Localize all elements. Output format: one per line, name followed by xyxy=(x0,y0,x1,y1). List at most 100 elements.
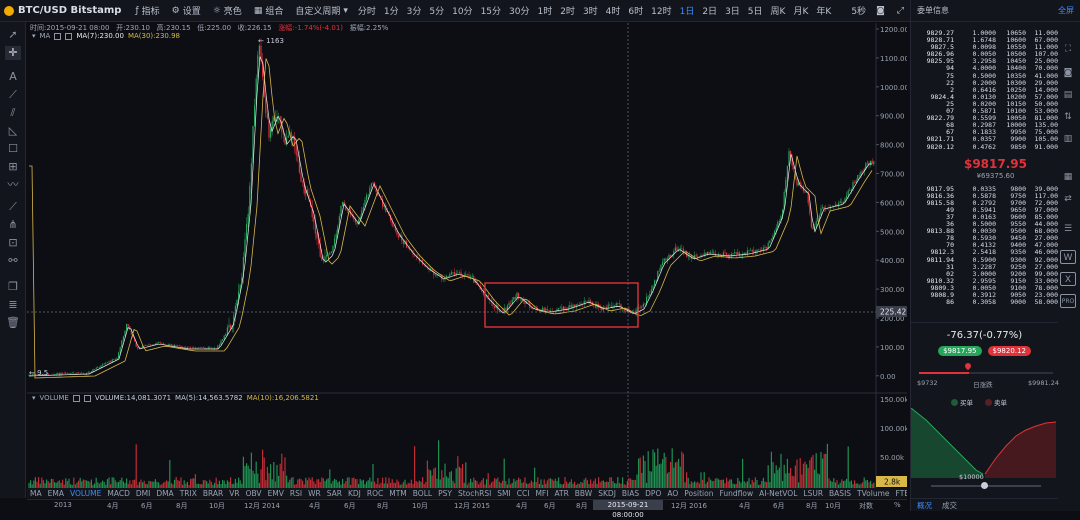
text-tool-icon[interactable]: A xyxy=(9,70,17,83)
chart-type-icon[interactable]: ▤ xyxy=(1063,90,1073,100)
indicator-tab[interactable]: MTM xyxy=(389,488,407,498)
fibonacci-icon[interactable]: ⊞ xyxy=(8,160,18,173)
orderbook-row[interactable]: 9812.3 2.5418 9350 46.000 xyxy=(914,249,1080,256)
indicator-tab[interactable]: Position xyxy=(684,488,714,498)
ma-legend-close-icon[interactable] xyxy=(65,32,73,40)
indicator-tab[interactable]: AI-NetVOL xyxy=(759,488,798,498)
orderbook-row[interactable]: 9815.58 0.2792 9700 72.000 xyxy=(914,199,1080,207)
vol-legend-settings-icon[interactable] xyxy=(72,394,80,402)
tab-timeframe[interactable]: 3分 xyxy=(406,7,422,17)
camera-button[interactable]: ◙ xyxy=(870,6,891,16)
indicators-button[interactable]: ƒ 指标 xyxy=(129,4,165,18)
tab-trades[interactable]: 成交 xyxy=(942,500,957,510)
tab-timeframe[interactable]: 分时 xyxy=(357,7,376,17)
orderbook-row[interactable]: 9809.3 0.0050 9100 78.000 xyxy=(914,284,1080,292)
orderbook-row[interactable]: 9829.27 1.0000 10650 11.000 xyxy=(914,29,1080,37)
orderbook-row[interactable]: 25 0.0200 10150 50.000 xyxy=(914,100,1080,108)
crosshair-icon[interactable]: ✛ xyxy=(5,46,21,60)
indicator-tab[interactable]: WR xyxy=(308,488,321,498)
fullscreen-icon[interactable]: ⛶ xyxy=(1064,44,1072,54)
pro-icon[interactable]: PRO xyxy=(1060,294,1076,308)
tab-timeframe[interactable]: 6时 xyxy=(628,7,644,17)
depth-zoom-slider[interactable] xyxy=(931,482,1041,489)
orderbook-row[interactable]: 9816.36 0.5878 9750 117.00 xyxy=(914,192,1080,200)
copy-icon[interactable]: ❐ xyxy=(8,280,18,293)
orderbook-row[interactable]: 9808.9 0.3912 9050 23.000 xyxy=(914,291,1080,299)
tab-timeframe[interactable]: 12时 xyxy=(651,7,672,17)
line-tool-icon[interactable]: ⟋ xyxy=(9,88,17,101)
indicator-tab[interactable]: RSI xyxy=(289,488,303,498)
list-icon[interactable]: ☰ xyxy=(1063,224,1073,234)
orderbook-row[interactable]: 68 0.2987 10000 135.00 xyxy=(914,122,1080,129)
tab-timeframe[interactable]: 2时 xyxy=(560,7,575,17)
tab-timeframe[interactable]: 30分 xyxy=(509,7,530,17)
visibility-icon[interactable]: ⚯ xyxy=(8,254,18,267)
custom-period-button[interactable]: 自定义周期 ▾ xyxy=(289,4,354,18)
orderbook-row[interactable]: 31 3.2287 9250 27.000 xyxy=(914,263,1080,271)
bar-icon[interactable]: ▥ xyxy=(1063,134,1073,144)
w-icon[interactable]: W xyxy=(1060,250,1076,264)
ask-price-button[interactable]: $9820.12 xyxy=(987,346,1031,356)
orderbook-row[interactable]: 9828.71 1.6748 10600 67.000 xyxy=(914,36,1080,44)
indicator-tab[interactable]: MFI xyxy=(535,488,549,498)
orderbook-row[interactable]: 75 0.5000 10350 41.000 xyxy=(914,72,1080,80)
rectangle-tool-icon[interactable]: ☐ xyxy=(8,142,18,155)
trash-icon[interactable]: 🗑 xyxy=(6,316,20,329)
orderbook-row[interactable]: 78 0.5930 9450 27.000 xyxy=(914,235,1080,242)
orderbook-row[interactable]: 70 0.4132 9400 47.000 xyxy=(914,242,1080,249)
indicator-tab[interactable]: StochRSI xyxy=(457,488,492,498)
indicator-tab[interactable]: AO xyxy=(667,488,679,498)
refresh-interval[interactable]: 5秒 xyxy=(851,7,867,17)
camera-icon[interactable]: ◙ xyxy=(1063,68,1073,78)
orderbook-row[interactable]: 9813.88 0.0030 9500 68.000 xyxy=(914,228,1080,235)
orderbook-row[interactable]: 9825.95 3.2958 10450 25.000 xyxy=(914,58,1080,65)
orderbook-row[interactable]: 9810.32 2.9595 9150 33.000 xyxy=(914,277,1080,285)
candlestick-chart[interactable]: 1200.00 1100.00 1000.00 900.00 800.00 700.00 6… xyxy=(27,23,907,498)
orderbook-row[interactable]: 86 0.3058 9000 58.000 xyxy=(914,298,1080,306)
settings-button[interactable]: ⚙ 设置 xyxy=(166,4,207,18)
orderbook-row[interactable]: 9811.94 0.5900 9300 92.000 xyxy=(914,256,1080,264)
tab-timeframe[interactable]: 周K xyxy=(770,7,786,17)
indicator-tab[interactable]: BBW xyxy=(574,488,593,498)
compare-icon[interactable]: ⇅ xyxy=(1064,112,1072,122)
ma-legend-settings-icon[interactable] xyxy=(54,32,62,40)
trade-icon[interactable]: ⇄ xyxy=(1064,194,1072,204)
tab-timeframe[interactable]: 月K xyxy=(793,7,809,17)
vol-legend-collapse-icon[interactable]: ▾ xyxy=(32,394,36,402)
zoom-handle-icon[interactable] xyxy=(981,482,988,489)
tab-timeframe[interactable]: 2日 xyxy=(702,7,718,17)
indicator-tab[interactable]: ATR xyxy=(554,488,569,498)
tab-timeframe[interactable]: 10分 xyxy=(452,7,473,17)
orderbook-row[interactable]: 9827.5 0.0098 10550 11.000 xyxy=(914,44,1080,51)
brightness-button[interactable]: ☼ 亮色 xyxy=(207,4,248,18)
indicator-tab[interactable]: Fundflow xyxy=(719,488,754,498)
indicator-tab[interactable]: TVolume xyxy=(857,488,890,498)
cursor-icon[interactable]: ➚ xyxy=(8,28,18,41)
combine-button[interactable]: ▦ 组合 xyxy=(248,4,290,18)
tab-timeframe[interactable]: 1日 xyxy=(679,7,695,17)
x-icon[interactable]: X xyxy=(1060,272,1076,286)
indicator-tab[interactable]: KDJ xyxy=(347,488,361,498)
tab-overview[interactable]: 概况 xyxy=(917,500,932,510)
triangle-tool-icon[interactable]: ◺ xyxy=(8,124,18,137)
ma-legend-collapse-icon[interactable]: ▾ xyxy=(32,32,36,40)
indicator-tab[interactable]: EMV xyxy=(267,488,284,498)
tab-timeframe[interactable]: 1时 xyxy=(537,7,553,17)
orderbook-row[interactable]: 9820.12 0.4762 9850 91.000 xyxy=(914,143,1080,151)
orderbook-row[interactable]: 94 4.0000 10400 70.000 xyxy=(914,65,1080,72)
indicator-tab[interactable]: PSY xyxy=(438,488,452,498)
layers-icon[interactable]: ≣ xyxy=(8,298,18,311)
tab-timeframe[interactable]: 3时 xyxy=(582,7,598,17)
tab-timeframe[interactable]: 15分 xyxy=(480,7,502,17)
tab-timeframe[interactable]: 年K xyxy=(816,7,832,17)
orderbook-row[interactable]: 02 3.0000 9200 99.000 xyxy=(914,270,1080,278)
fullscreen-link[interactable]: 全屏 xyxy=(1058,6,1074,15)
indicator-tab[interactable]: LSUR xyxy=(803,488,824,498)
tab-timeframe[interactable]: 5分 xyxy=(429,7,445,17)
orderbook-row[interactable]: 36 0.5000 9550 44.000 xyxy=(914,220,1080,228)
indicator-tab[interactable]: MACD xyxy=(107,488,130,498)
indicator-tab[interactable]: DPO xyxy=(645,488,662,498)
indicator-tab[interactable]: FTBS xyxy=(895,488,907,498)
wave-tool-icon[interactable]: 〰 xyxy=(7,178,19,191)
indicator-tab[interactable]: MA xyxy=(30,488,42,498)
